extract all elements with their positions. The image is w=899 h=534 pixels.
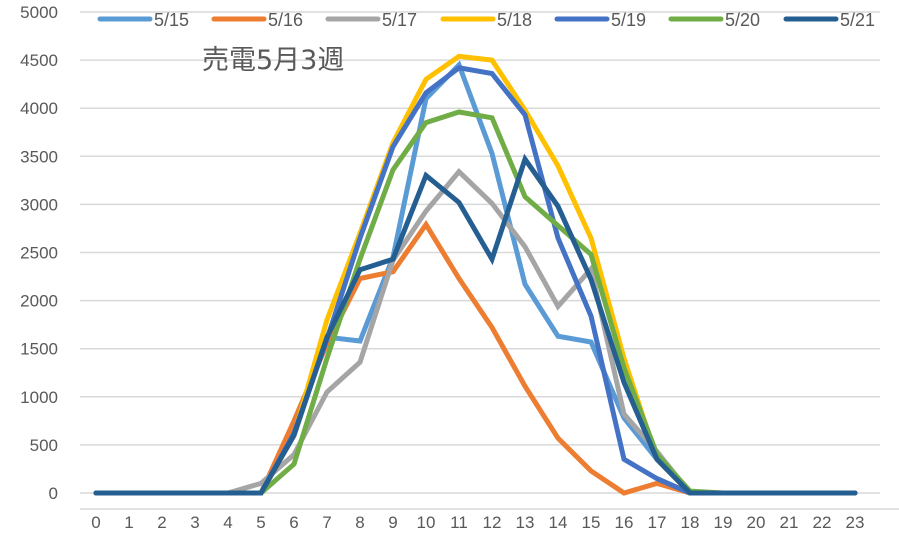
legend-item: 5/19 bbox=[554, 10, 646, 30]
data-series bbox=[93, 53, 858, 496]
y-tick-label: 4000 bbox=[20, 99, 58, 118]
legend-label: 5/20 bbox=[725, 10, 760, 30]
x-tick-label: 21 bbox=[780, 513, 799, 532]
gridlines bbox=[80, 11, 880, 494]
y-tick-label: 2000 bbox=[20, 292, 58, 311]
legend-label: 5/18 bbox=[497, 10, 532, 30]
x-tick-label: 11 bbox=[450, 513, 468, 532]
x-tick-label: 22 bbox=[813, 513, 832, 532]
series-line-5-16 bbox=[93, 220, 858, 496]
legend-item: 5/20 bbox=[668, 10, 760, 30]
legend-item: 5/21 bbox=[783, 10, 875, 30]
series-line-5-19 bbox=[93, 65, 858, 496]
legend-label: 5/21 bbox=[840, 10, 875, 30]
legend-item: 5/15 bbox=[97, 10, 189, 30]
x-tick-label: 4 bbox=[223, 513, 232, 532]
x-tick-label: 1 bbox=[124, 513, 133, 532]
x-tick-label: 0 bbox=[91, 513, 100, 532]
legend: 5/15 5/16 5/17 5/18 5/19 5/20 5/21 bbox=[97, 10, 875, 30]
x-tick-label: 8 bbox=[355, 513, 364, 532]
x-tick-label: 15 bbox=[582, 513, 601, 532]
chart-title: 売電5月3週 bbox=[202, 45, 344, 76]
x-tick-label: 2 bbox=[157, 513, 166, 532]
x-tick-label: 6 bbox=[289, 513, 298, 532]
series-line-5-18 bbox=[93, 53, 858, 496]
x-tick-label: 13 bbox=[516, 513, 535, 532]
x-tick-label: 17 bbox=[648, 513, 667, 532]
x-tick-label: 18 bbox=[681, 513, 700, 532]
legend-item: 5/16 bbox=[211, 10, 303, 30]
x-tick-label: 20 bbox=[747, 513, 766, 532]
y-tick-label: 1500 bbox=[20, 340, 58, 359]
x-axis-ticks: 0 1 2 3 4 5 6 7 8 9 10 11 12 13 14 15 16 17 18 19 20 21 22 23 bbox=[91, 513, 864, 532]
x-tick-label: 9 bbox=[388, 513, 397, 532]
x-tick-label: 16 bbox=[615, 513, 634, 532]
y-axis-ticks: 0 500 1000 1500 2000 2500 3000 3500 4000 4500 5000 bbox=[20, 3, 58, 503]
y-tick-label: 2500 bbox=[20, 244, 58, 263]
x-tick-label: 12 bbox=[483, 513, 502, 532]
series-line-5-15 bbox=[93, 60, 858, 496]
y-tick-label: 4500 bbox=[20, 51, 58, 70]
x-tick-label: 5 bbox=[256, 513, 265, 532]
series-line-5-21 bbox=[93, 153, 858, 496]
x-tick-label: 10 bbox=[417, 513, 436, 532]
x-tick-label: 14 bbox=[549, 513, 568, 532]
legend-label: 5/16 bbox=[268, 10, 303, 30]
x-tick-label: 23 bbox=[846, 513, 865, 532]
legend-label: 5/15 bbox=[154, 10, 189, 30]
y-tick-label: 500 bbox=[30, 436, 58, 455]
y-tick-label: 1000 bbox=[20, 388, 58, 407]
x-tick-label: 7 bbox=[322, 513, 331, 532]
legend-label: 5/17 bbox=[382, 10, 417, 30]
legend-item: 5/18 bbox=[440, 10, 532, 30]
x-tick-label: 19 bbox=[714, 513, 733, 532]
legend-item: 5/17 bbox=[325, 10, 417, 30]
y-tick-label: 3500 bbox=[20, 147, 58, 166]
y-tick-label: 0 bbox=[49, 484, 58, 503]
y-tick-label: 5000 bbox=[20, 3, 58, 22]
y-tick-label: 3000 bbox=[20, 195, 58, 214]
x-tick-label: 3 bbox=[190, 513, 199, 532]
legend-label: 5/19 bbox=[611, 10, 646, 30]
